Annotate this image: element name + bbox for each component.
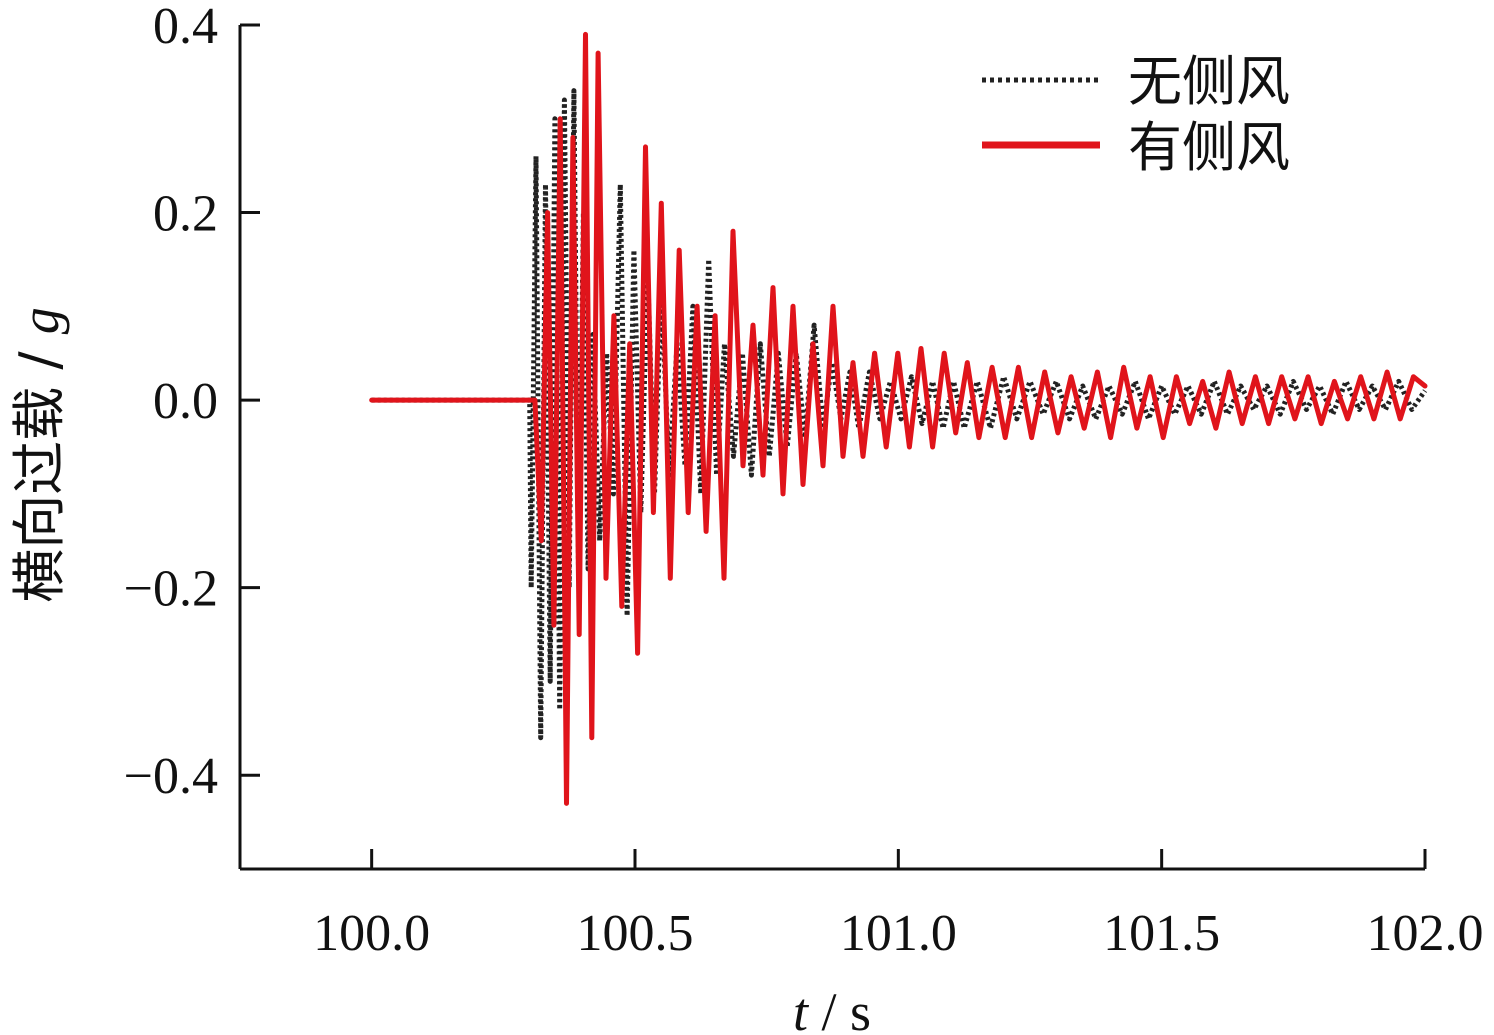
x-tick-label: 101.0 — [840, 905, 957, 962]
y-axis-label-text: 横向过载 / — [8, 334, 71, 603]
x-tick-label: 100.5 — [577, 905, 694, 962]
x-axis-variable: t — [793, 982, 810, 1035]
y-axis-title: 横向过载 / g — [8, 307, 71, 603]
x-tick-label: 102.0 — [1367, 905, 1484, 962]
x-axis-separator: / — [808, 982, 850, 1035]
y-tick-label: −0.4 — [124, 748, 218, 805]
x-ticks: 100.0 100.5 101.0 101.5 102.0 — [313, 849, 1484, 962]
legend: 无侧风 有侧风 — [982, 50, 1290, 179]
y-ticks: 0.4 0.2 0.0 −0.2 −0.4 — [124, 0, 260, 805]
x-axis-title: t / s — [793, 982, 871, 1035]
y-tick-label: 0.4 — [153, 0, 218, 55]
y-tick-label: −0.2 — [124, 561, 218, 618]
y-axis-variable: g — [10, 307, 70, 334]
y-tick-label: 0.0 — [153, 373, 218, 430]
x-tick-label: 101.5 — [1103, 905, 1220, 962]
series-layer — [369, 31, 1428, 806]
y-tick-label: 0.2 — [153, 186, 218, 243]
axes — [238, 25, 1425, 871]
legend-label-crosswind: 有侧风 — [1128, 116, 1290, 179]
x-axis-unit: s — [850, 982, 871, 1035]
x-tick-label: 100.0 — [313, 905, 430, 962]
series-line-crosswind — [369, 31, 1428, 806]
legend-label-no-crosswind: 无侧风 — [1128, 50, 1290, 113]
